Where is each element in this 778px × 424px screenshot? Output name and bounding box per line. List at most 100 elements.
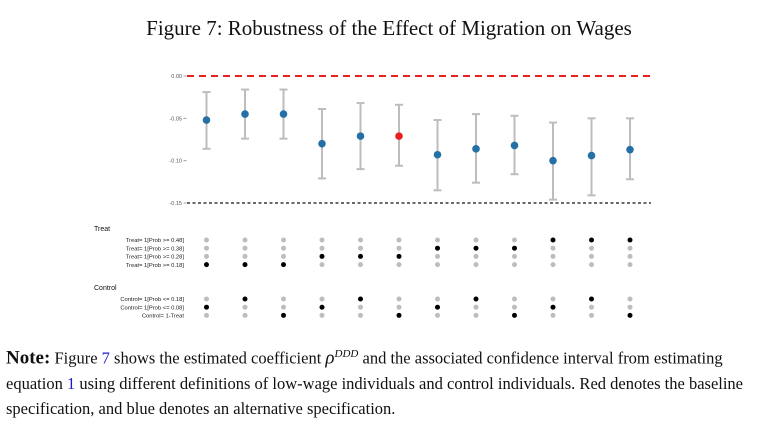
- indicator-dot-inactive: [396, 304, 402, 310]
- indicator-dot-inactive: [242, 304, 248, 310]
- indicator-dot-inactive: [512, 262, 517, 268]
- indicator-dot-inactive: [204, 237, 209, 243]
- indicator-dot-inactive: [550, 296, 556, 302]
- indicator-dot-inactive: [281, 296, 286, 302]
- estimate-point: [202, 116, 211, 124]
- indicator-dot-active: [550, 237, 556, 243]
- indicator-dot-inactive: [435, 237, 440, 243]
- figure-title: Figure 7: Robustness of the Effect of Mi…: [146, 16, 632, 40]
- indicator-dot-inactive: [435, 262, 440, 268]
- rho-symbol: ρ: [325, 347, 335, 369]
- indicator-dot-inactive: [204, 245, 209, 251]
- indicator-dot-inactive: [473, 253, 479, 259]
- indicator-dot-inactive: [396, 237, 402, 243]
- indicator-dot-inactive: [473, 237, 479, 243]
- indicator-dot-inactive: [512, 253, 517, 259]
- indicator-dot-inactive: [396, 245, 402, 251]
- indicator-dot-active: [396, 253, 402, 259]
- indicator-dot-active: [435, 245, 440, 251]
- indicator-dot-inactive: [512, 237, 517, 243]
- indicator-dot-inactive: [550, 245, 556, 251]
- indicator-dot-inactive: [242, 237, 248, 243]
- indicator-dot-active: [319, 304, 325, 310]
- indicator-group-label: Control: [94, 285, 117, 292]
- indicator-dot-inactive: [627, 304, 633, 310]
- indicator-dot-inactive: [281, 237, 286, 243]
- indicator-dot-inactive: [435, 296, 440, 302]
- indicator-dot-inactive: [550, 262, 556, 268]
- indicator-dot-inactive: [435, 253, 440, 259]
- indicator-dot-active: [589, 237, 594, 243]
- indicator-dot-inactive: [473, 312, 479, 318]
- indicator-dot-active: [242, 296, 248, 302]
- indicator-dot-inactive: [396, 262, 402, 268]
- indicator-dot-active: [512, 245, 517, 251]
- indicator-dot-active: [281, 262, 286, 268]
- indicator-dot-inactive: [589, 304, 594, 310]
- indicator-dot-active: [319, 253, 325, 259]
- indicator-dot-inactive: [319, 262, 325, 268]
- estimate-point: [626, 145, 634, 154]
- indicator-dot-active: [627, 237, 633, 243]
- note-text-3: and the associated confidence interval f…: [6, 348, 723, 393]
- indicator-dot-inactive: [358, 312, 363, 318]
- indicator-dot-inactive: [589, 312, 594, 318]
- estimate-point: [472, 145, 480, 153]
- indicator-dot-inactive: [358, 262, 363, 268]
- rho-superscript: DDD: [334, 348, 359, 360]
- baseline-estimate-point: [395, 132, 403, 140]
- indicator-dot-inactive: [473, 304, 479, 310]
- indicator-dot-inactive: [281, 245, 286, 251]
- indicator-dot-active: [281, 312, 286, 318]
- indicator-dot-inactive: [589, 245, 594, 251]
- indicator-dot-inactive: [512, 304, 517, 310]
- indicator-dot-inactive: [589, 253, 594, 259]
- indicator-dot-inactive: [396, 296, 402, 302]
- indicator-dot-inactive: [204, 253, 209, 259]
- estimate-point: [318, 139, 326, 148]
- indicator-dot-inactive: [358, 237, 363, 243]
- indicator-dot-active: [204, 262, 209, 268]
- estimate-point: [549, 156, 557, 165]
- indicator-dot-inactive: [281, 304, 286, 310]
- indicator-dot-active: [396, 312, 402, 318]
- indicator-dot-active: [512, 312, 517, 318]
- indicator-dot-inactive: [550, 253, 556, 259]
- y-tick-label: -0.10: [169, 159, 182, 165]
- estimate-point: [510, 141, 519, 150]
- indicator-dot-inactive: [358, 304, 363, 310]
- indicator-row-label: Control= 1-Treat: [142, 314, 185, 320]
- indicator-dot-inactive: [627, 262, 633, 268]
- indicator-dot-inactive: [319, 312, 325, 318]
- indicator-dot-active: [358, 253, 363, 259]
- estimate-point: [433, 150, 442, 159]
- indicator-dot-active: [358, 296, 363, 302]
- y-tick-label: 0.00: [171, 74, 182, 80]
- indicator-dot-inactive: [319, 245, 325, 251]
- indicator-dot-inactive: [627, 253, 633, 259]
- equation-reference-link[interactable]: 1: [66, 373, 76, 393]
- indicator-dot-inactive: [589, 262, 594, 268]
- estimate-point: [356, 132, 365, 140]
- figure-note: Note: Figure 7 shows the estimated coeff…: [6, 342, 772, 421]
- indicator-dot-inactive: [550, 312, 556, 318]
- indicator-dot-inactive: [204, 296, 209, 302]
- indicator-row-label: Control= 1[Prob <= 0.08]: [120, 305, 184, 311]
- note-text-2: shows the estimated coefficient: [114, 348, 322, 368]
- indicator-dot-active: [550, 304, 556, 310]
- indicator-dot-active: [204, 304, 209, 310]
- indicator-dot-active: [473, 296, 479, 302]
- indicator-dot-active: [242, 262, 248, 268]
- note-label: Note:: [6, 347, 51, 369]
- indicator-dot-inactive: [204, 312, 209, 318]
- figure-reference-link[interactable]: 7: [101, 348, 110, 368]
- estimate-point: [241, 110, 249, 118]
- indicator-dot-active: [627, 312, 633, 318]
- indicator-dot-active: [473, 245, 479, 251]
- indicator-dot-inactive: [473, 262, 479, 268]
- indicator-dot-inactive: [435, 312, 440, 318]
- indicator-dot-inactive: [242, 312, 248, 318]
- indicator-row-label: Control= 1[Prob <= 0.18]: [120, 297, 184, 303]
- indicator-row-label: Treat= 1[Prob >= 0.38]: [126, 246, 185, 252]
- indicator-row-label: Treat= 1[Prob >= 0.28]: [126, 255, 185, 261]
